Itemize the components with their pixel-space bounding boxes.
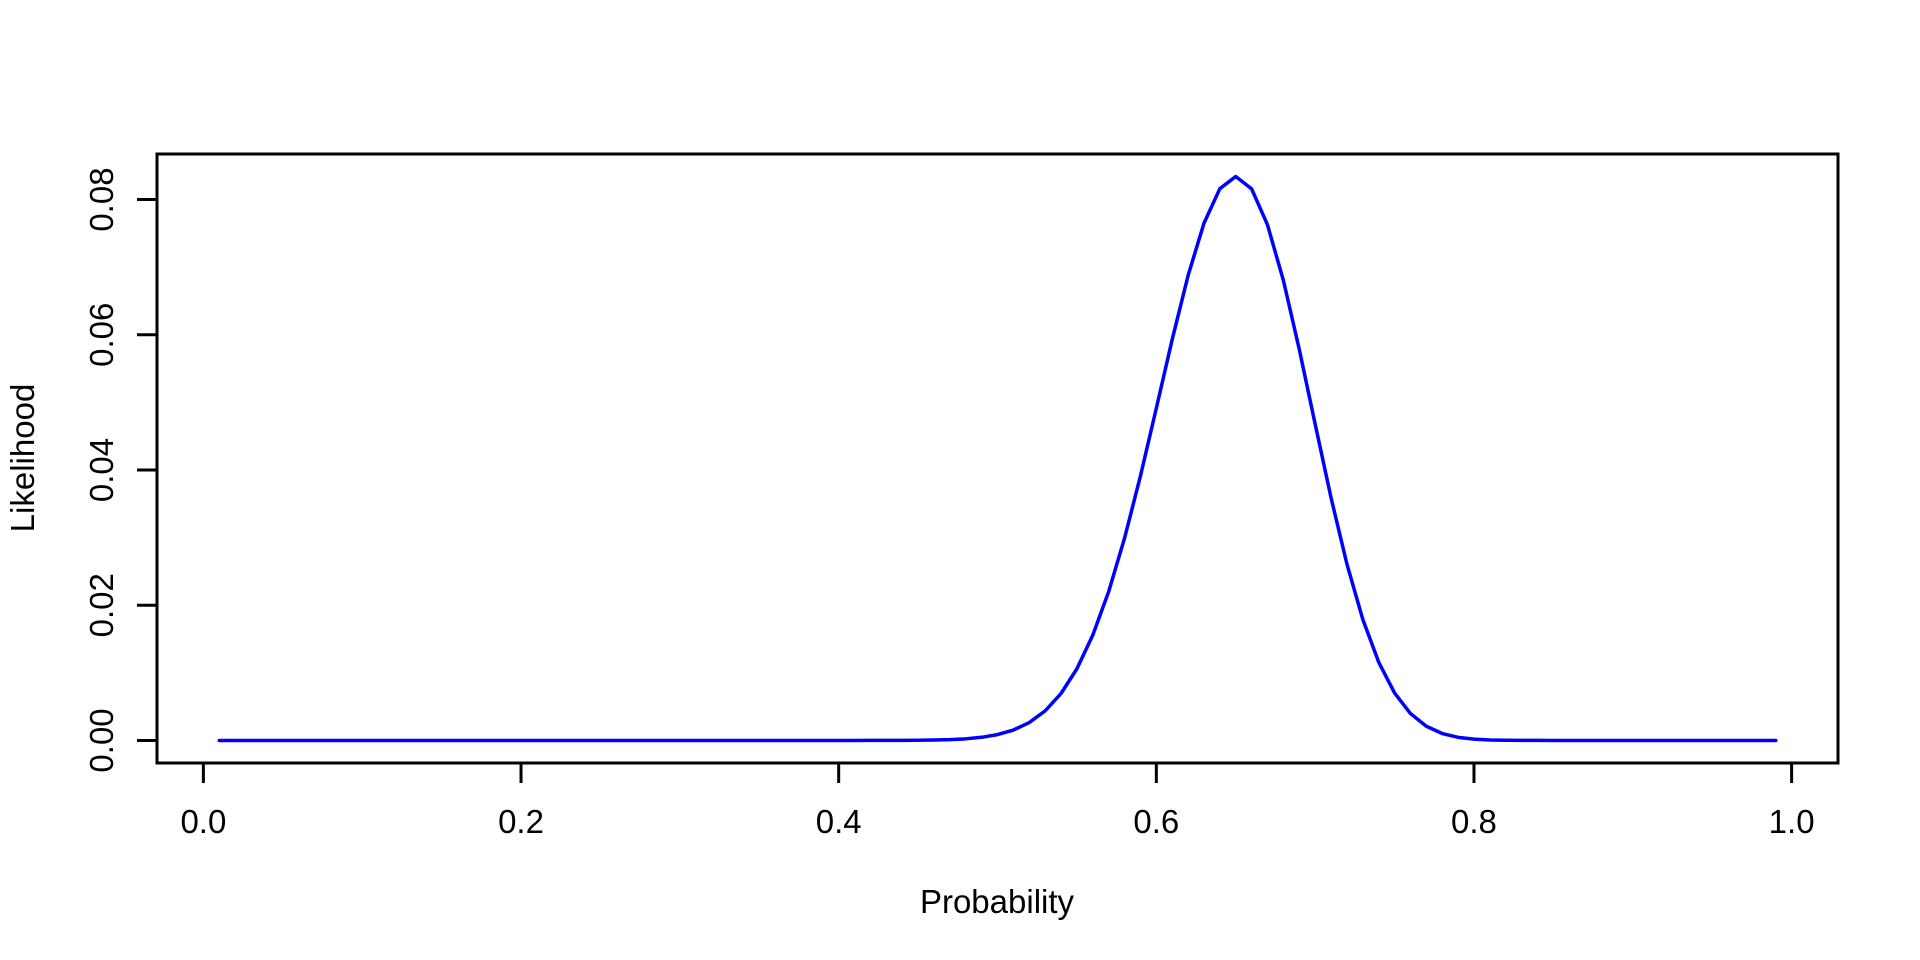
x-tick-label: 1.0 <box>1769 803 1815 840</box>
x-tick-label: 0.4 <box>816 803 862 840</box>
y-axis-title: Likelihood <box>4 384 41 533</box>
x-tick-label: 0.8 <box>1451 803 1497 840</box>
y-tick-label: 0.08 <box>83 167 120 231</box>
y-tick-label: 0.04 <box>83 438 120 502</box>
y-tick-label: 0.00 <box>83 708 120 772</box>
x-tick-label: 0.6 <box>1133 803 1179 840</box>
x-axis-title: Probability <box>920 883 1075 920</box>
plot-box-border <box>155 152 1840 765</box>
x-tick-label: 0.0 <box>180 803 226 840</box>
x-axis: 0.0 0.2 0.4 0.6 0.8 1.0 <box>180 763 1815 840</box>
y-tick-label: 0.06 <box>83 303 120 367</box>
binomial-likelihood-curve <box>217 174 1778 743</box>
x-tick-label: 0.2 <box>498 803 544 840</box>
y-tick-label: 0.02 <box>83 573 120 637</box>
y-axis: 0.00 0.02 0.04 0.06 0.08 <box>83 167 157 773</box>
curve-layer <box>217 174 1778 743</box>
